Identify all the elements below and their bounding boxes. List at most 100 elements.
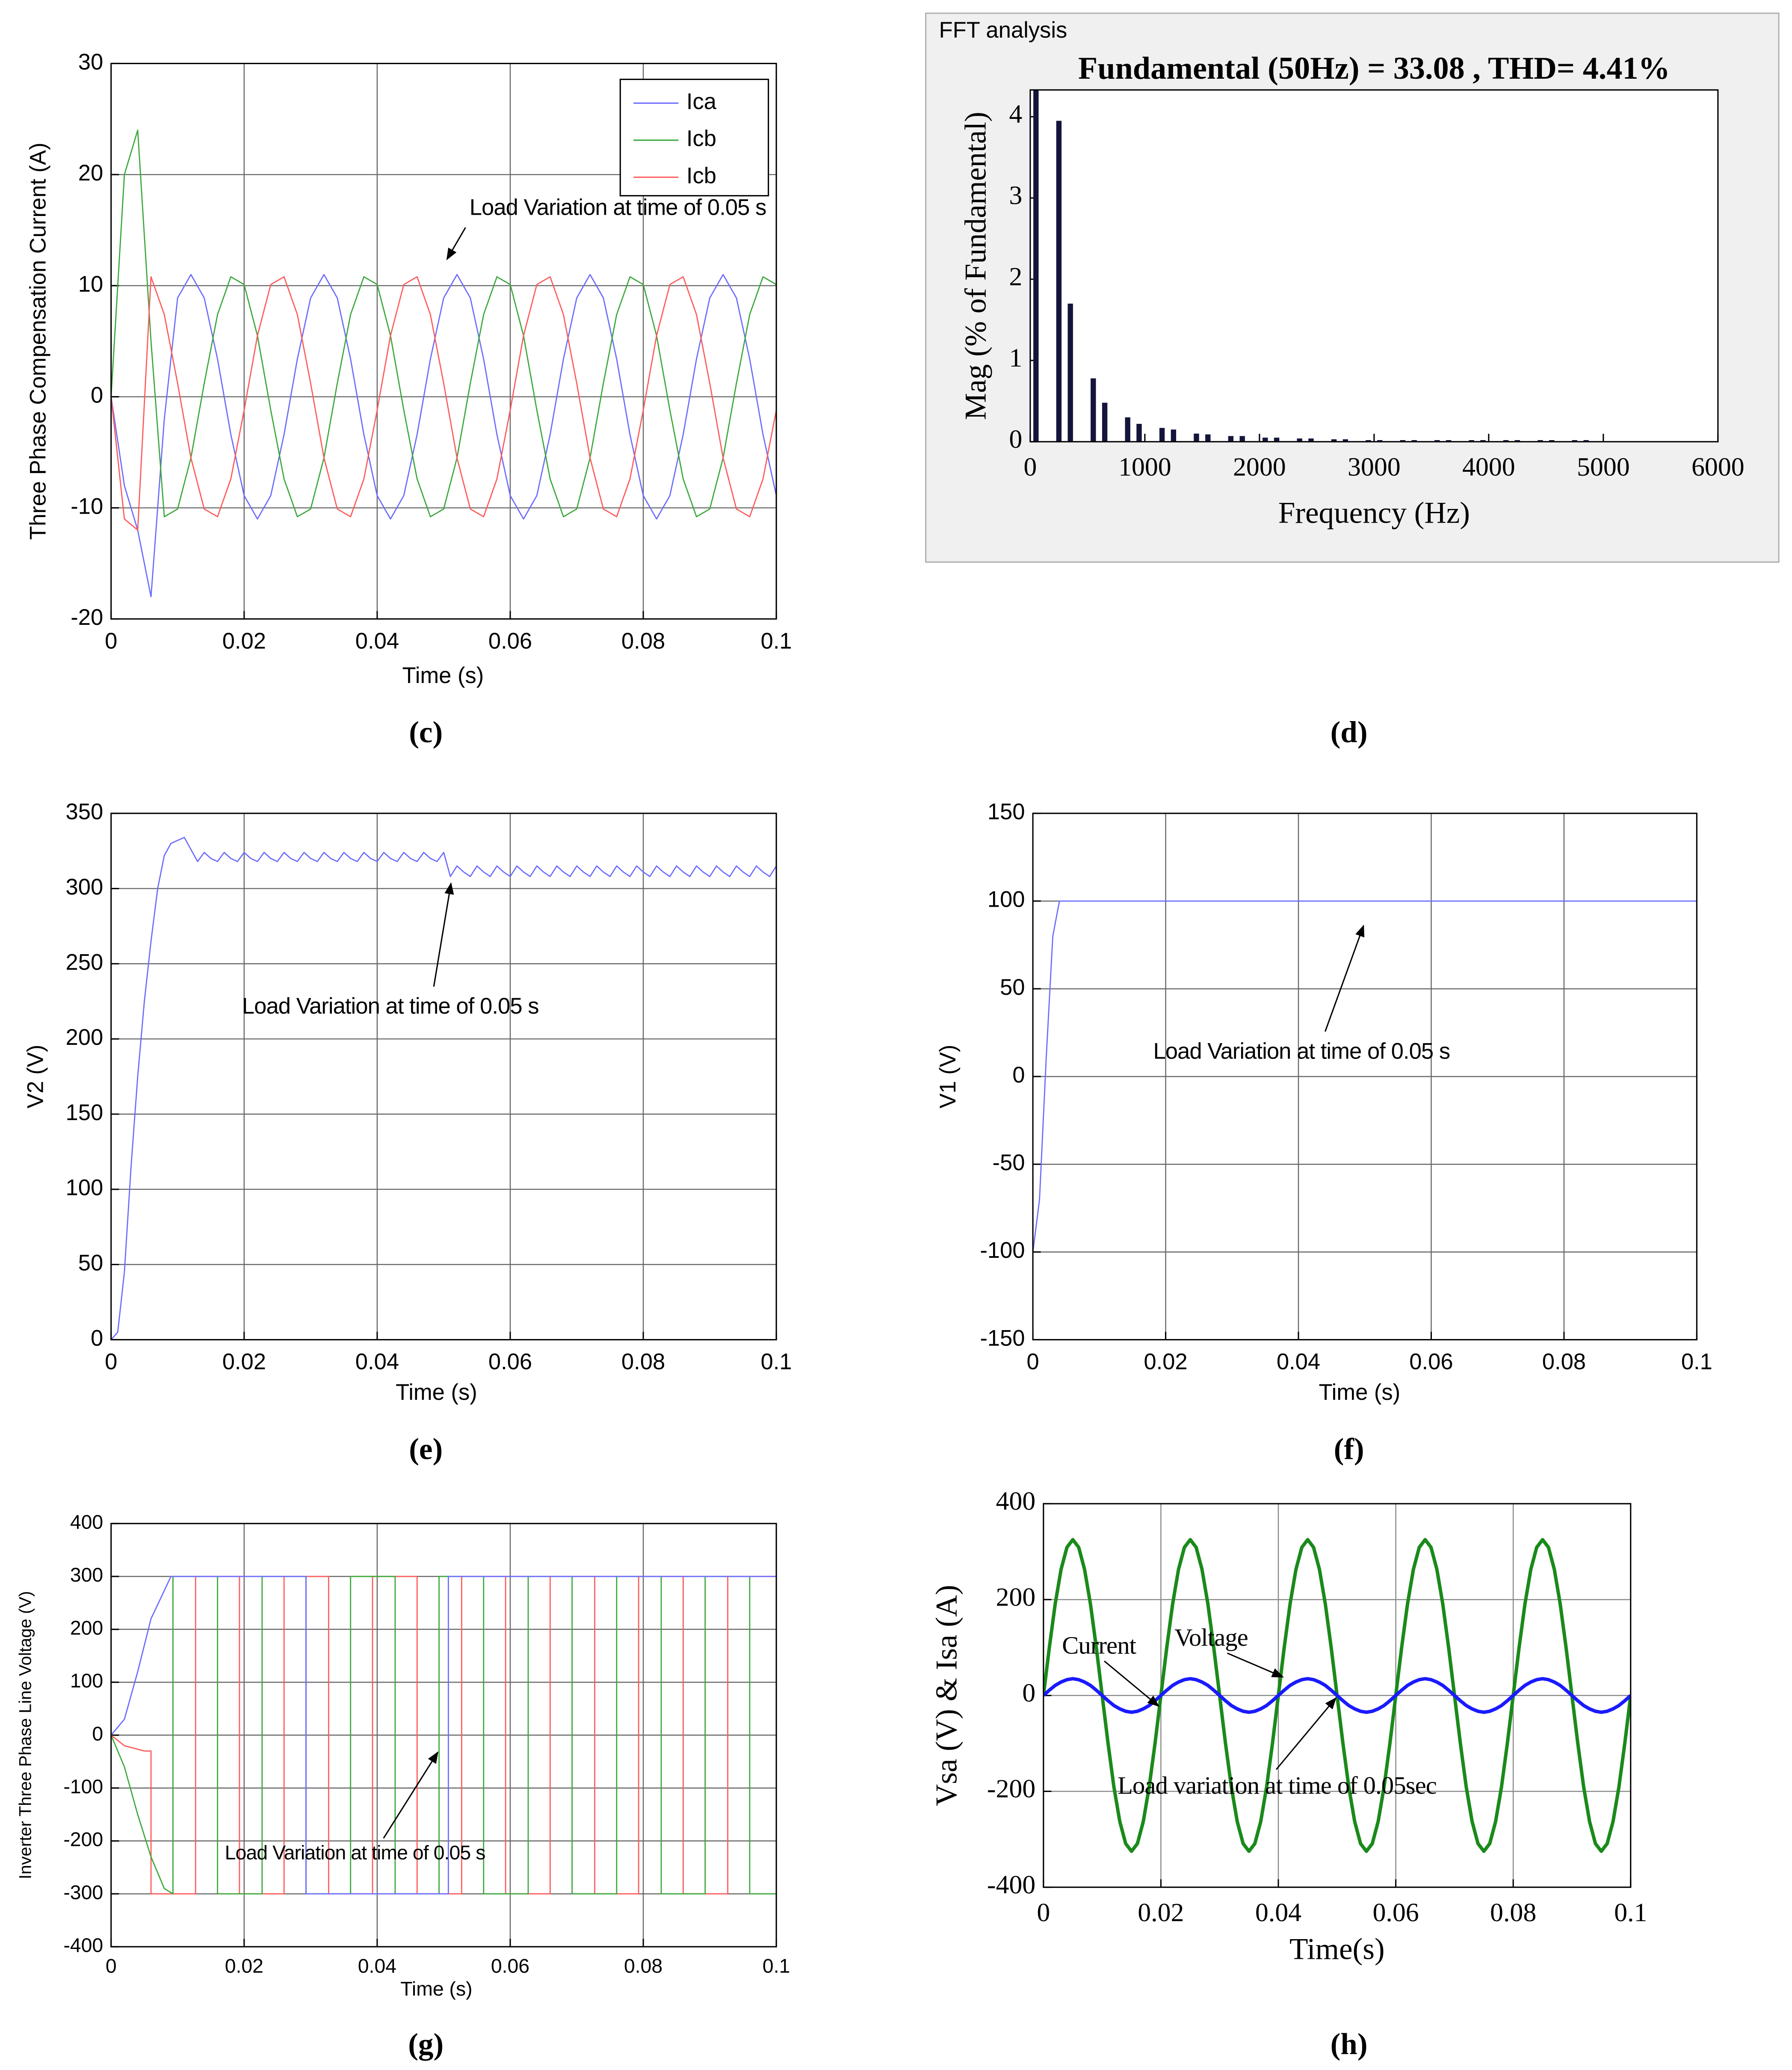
x-tick-label: 0.06 (1409, 1349, 1453, 1375)
x-axis-label: Time (s) (1319, 1380, 1400, 1405)
bar (1274, 438, 1280, 442)
x-tick-label: 0.1 (1681, 1349, 1712, 1375)
bar (1091, 378, 1096, 442)
y-axis-label: V2 (V) (23, 1045, 48, 1109)
y-axis-label: Three Phase Compensation Current (A) (26, 142, 51, 540)
x-tick-label: 0.02 (1138, 1898, 1184, 1927)
annotation-arrow (1227, 1652, 1284, 1678)
annotation-arrow (1324, 924, 1365, 1032)
bar (1297, 438, 1302, 442)
bar (1434, 440, 1440, 442)
bar (1228, 436, 1234, 442)
bar (1102, 402, 1108, 442)
y-tick-label: 0 (1009, 425, 1022, 454)
x-tick-label: 5000 (1577, 452, 1630, 482)
x-axis-label: Time (s) (402, 663, 484, 688)
x-tick-label: 0.02 (222, 628, 266, 654)
annotation: Current (1062, 1631, 1136, 1659)
plot (111, 1576, 777, 1895)
y-tick-label: 200 (66, 1025, 103, 1050)
bar (1171, 429, 1177, 442)
y-tick-label: 100 (988, 887, 1025, 912)
bar (1411, 440, 1417, 442)
bar (1469, 440, 1474, 442)
bar (1136, 424, 1142, 442)
y-tick-label: 0 (92, 1722, 103, 1745)
series-line (111, 129, 777, 518)
annotation-arrow (1275, 1697, 1337, 1770)
bar (1343, 439, 1348, 442)
x-tick-label: 0.04 (355, 628, 399, 654)
bar (1446, 440, 1452, 442)
bar (1480, 440, 1486, 442)
y-tick-label: 20 (78, 160, 103, 186)
chart: 0 0.02 0.04 0.06 0.08 0.1 -400 -200 0 200 400 Time(… (930, 1487, 1647, 2061)
axes-frame (110, 62, 777, 620)
bar (1503, 440, 1509, 442)
y-tick-label: 1 (1009, 343, 1022, 373)
bar (1194, 433, 1199, 442)
x-tick-label: 0.06 (488, 628, 532, 654)
caption: (c) (409, 716, 443, 749)
y-tick-label: 100 (66, 1175, 103, 1201)
y-tick-label: -10 (71, 494, 103, 519)
y-tick-label: 400 (70, 1511, 103, 1533)
plot (1043, 1538, 1631, 1853)
bar (1572, 440, 1578, 442)
y-tick-label: -100 (63, 1775, 103, 1798)
x-tick-label: 0.04 (355, 1349, 399, 1375)
chart: 0 0.02 0.04 0.06 0.08 0.1 -400 -300 -200 -100 0 100… (15, 1511, 790, 2061)
bar (1125, 417, 1130, 442)
x-tick-label: 0.08 (624, 1955, 662, 1977)
panel-label: FFT analysis (939, 18, 1067, 43)
series-line (111, 276, 777, 531)
axes-frame (110, 1523, 777, 1948)
bar (1331, 439, 1337, 442)
chart: 0 0.02 0.04 0.06 0.08 0.1 -150 -100 -50 0 50 100 150… (935, 799, 1712, 1466)
chart-title: Fundamental (50Hz) = 33.08 , THD= 4.41% (1078, 51, 1670, 86)
plot-area (1030, 90, 1718, 442)
legend-box (619, 78, 769, 197)
y-tick-label: -400 (987, 1870, 1035, 1899)
annotation-arrow (383, 1751, 439, 1839)
y-tick-label: 0 (91, 1325, 103, 1351)
caption: (e) (409, 1433, 443, 1466)
x-axis-label: Time (s) (396, 1380, 477, 1405)
series-line (111, 1576, 777, 1895)
y-axis-label: Mag (% of Fundamental) (959, 112, 993, 420)
x-tick-label: 0 (105, 1349, 117, 1375)
x-tick-label: 0.02 (225, 1955, 263, 1977)
x-tick-label: 0.02 (222, 1349, 266, 1375)
axes-frame (1032, 813, 1697, 1341)
bar (1538, 440, 1543, 442)
x-tick-label: 0 (105, 628, 117, 654)
x-tick-label: 0 (1037, 1898, 1050, 1927)
y-tick-label: 50 (78, 1251, 103, 1276)
y-tick-label: -20 (71, 605, 103, 630)
x-tick-label: 0.1 (1614, 1898, 1647, 1927)
y-tick-label: 10 (78, 272, 103, 297)
y-axis-label: V1 (V) (935, 1045, 961, 1109)
bar (1068, 303, 1073, 442)
y-axis-label: Inverter Three Phase Line Voltage (V) (15, 1591, 35, 1879)
series-line (111, 1576, 777, 1895)
y-tick-label: 2 (1009, 262, 1022, 291)
x-tick-label: 0.04 (358, 1955, 396, 1977)
x-tick-label: 0.08 (621, 628, 665, 654)
x-tick-label: 0.06 (1372, 1898, 1419, 1927)
x-tick-label: 0.08 (621, 1349, 665, 1375)
y-tick-label: 350 (66, 799, 103, 825)
legend-label: Icb (686, 126, 716, 151)
y-tick-label: -100 (980, 1238, 1025, 1263)
y-tick-label: 0 (91, 383, 103, 408)
x-axis-label: Frequency (Hz) (1278, 496, 1470, 529)
bar (1400, 440, 1406, 442)
legend-label: Ica (686, 89, 717, 114)
bar (1377, 440, 1383, 442)
y-tick-label: 300 (70, 1564, 103, 1586)
x-tick-label: 0.08 (1542, 1349, 1586, 1375)
y-tick-label: 200 (996, 1582, 1035, 1612)
x-tick-label: 6000 (1691, 452, 1745, 482)
caption: (f) (1334, 1433, 1364, 1466)
